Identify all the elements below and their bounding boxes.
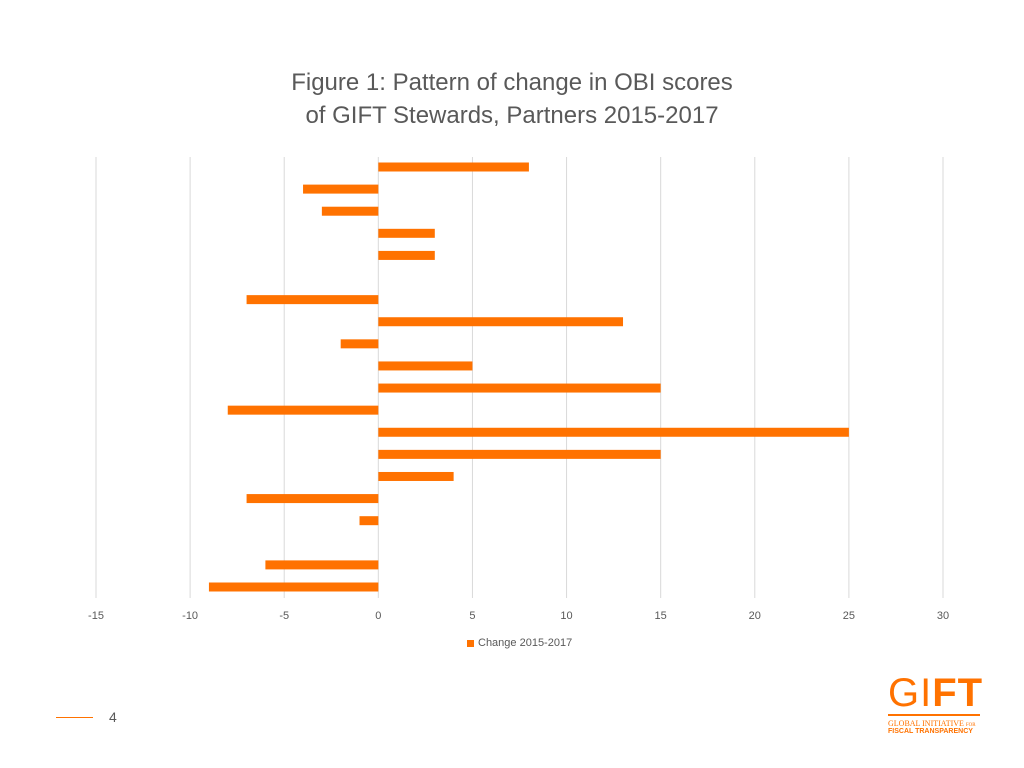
bar (265, 560, 379, 570)
x-tick-label: 0 (375, 610, 381, 622)
page-number: 4 (109, 709, 117, 725)
bar (378, 228, 435, 238)
bar (340, 339, 379, 349)
x-tick-label: 20 (749, 610, 761, 622)
x-tick-label: 10 (560, 610, 572, 622)
bar (378, 250, 435, 260)
bar (378, 471, 454, 481)
x-tick-label: 15 (655, 610, 667, 622)
x-tick-label: 30 (937, 610, 949, 622)
title-line-1: Figure 1: Pattern of change in OBI score… (291, 69, 733, 96)
x-tick-label: -15 (88, 610, 104, 622)
bar (303, 184, 379, 194)
logo-line-1: GLOBAL INITIATIVE FOR (888, 714, 980, 728)
bar (378, 427, 849, 437)
bar (246, 295, 379, 305)
bar (227, 405, 379, 415)
x-tick-label: -10 (182, 610, 198, 622)
footer-divider (56, 717, 93, 718)
bar (378, 317, 624, 327)
bar (246, 494, 379, 504)
legend: Change 2015-2017 (467, 637, 572, 649)
title-line-2: of GIFT Stewards, Partners 2015-2017 (305, 102, 719, 129)
gift-logo: GIFT GLOBAL INITIATIVE FOR FISCAL TRANSP… (888, 671, 984, 735)
bar (378, 162, 529, 172)
bar (378, 383, 661, 393)
x-tick-label: 5 (469, 610, 475, 622)
x-tick-label: -5 (279, 610, 289, 622)
logo-line-2: FISCAL TRANSPARENCY (888, 728, 973, 735)
bar (321, 206, 379, 216)
bar (378, 449, 661, 459)
legend-label: Change 2015-2017 (478, 637, 573, 649)
bar (208, 582, 379, 592)
bar (359, 516, 379, 526)
legend-swatch (467, 639, 474, 647)
logo-wordmark: GIFT (888, 671, 984, 715)
chart-title: Figure 1: Pattern of change in OBI score… (0, 66, 1024, 132)
bar (378, 361, 473, 371)
x-tick-label: 25 (843, 610, 855, 622)
